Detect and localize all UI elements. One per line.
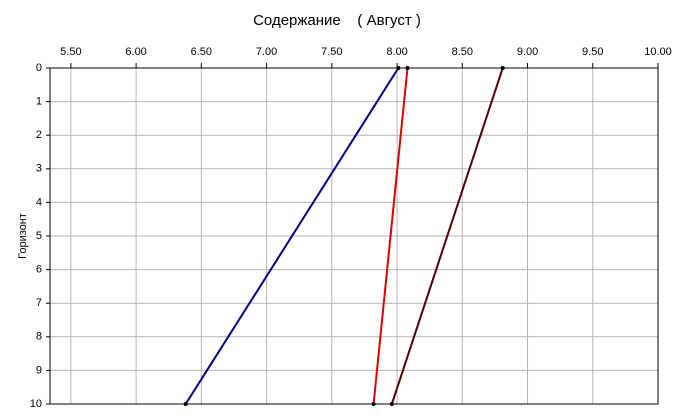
data-point <box>405 66 410 70</box>
x-tick-label: 9.50 <box>582 46 603 58</box>
y-tick-label: 1 <box>36 96 42 108</box>
x-tick-label: 5.50 <box>60 46 81 58</box>
data-point <box>500 66 505 70</box>
series-line <box>184 67 400 405</box>
x-tick-label: 7.50 <box>321 46 342 58</box>
y-tick-label: 6 <box>36 264 42 276</box>
y-tick-label: 3 <box>36 163 42 175</box>
data-point <box>371 402 376 406</box>
y-tick-label: 9 <box>36 364 42 376</box>
x-tick-label: 7.00 <box>256 46 277 58</box>
x-tick-label: 8.00 <box>386 46 407 58</box>
x-tick-label: 10.00 <box>644 46 672 58</box>
y-tick-label: 5 <box>36 230 42 242</box>
x-tick-label: 8.50 <box>452 46 473 58</box>
y-tick-label: 0 <box>36 62 42 74</box>
y-tick-label: 8 <box>36 331 42 343</box>
y-tick-label: 7 <box>36 297 42 309</box>
data-point <box>389 402 394 406</box>
x-tick-label: 9.00 <box>517 46 538 58</box>
x-tick-label: 6.50 <box>191 46 212 58</box>
y-axis-label: Горизонт <box>17 213 29 259</box>
plot-frame <box>49 67 659 405</box>
series-line <box>372 67 409 405</box>
chart-title: Содержание ( Август ) <box>253 12 421 29</box>
x-tick-label: 6.00 <box>125 46 146 58</box>
y-tick-label: 2 <box>36 129 42 141</box>
y-tick-label: 4 <box>36 196 42 208</box>
y-tick-label: 10 <box>30 398 42 410</box>
data-point <box>396 66 401 70</box>
data-point <box>183 402 188 406</box>
series-line <box>390 67 504 405</box>
